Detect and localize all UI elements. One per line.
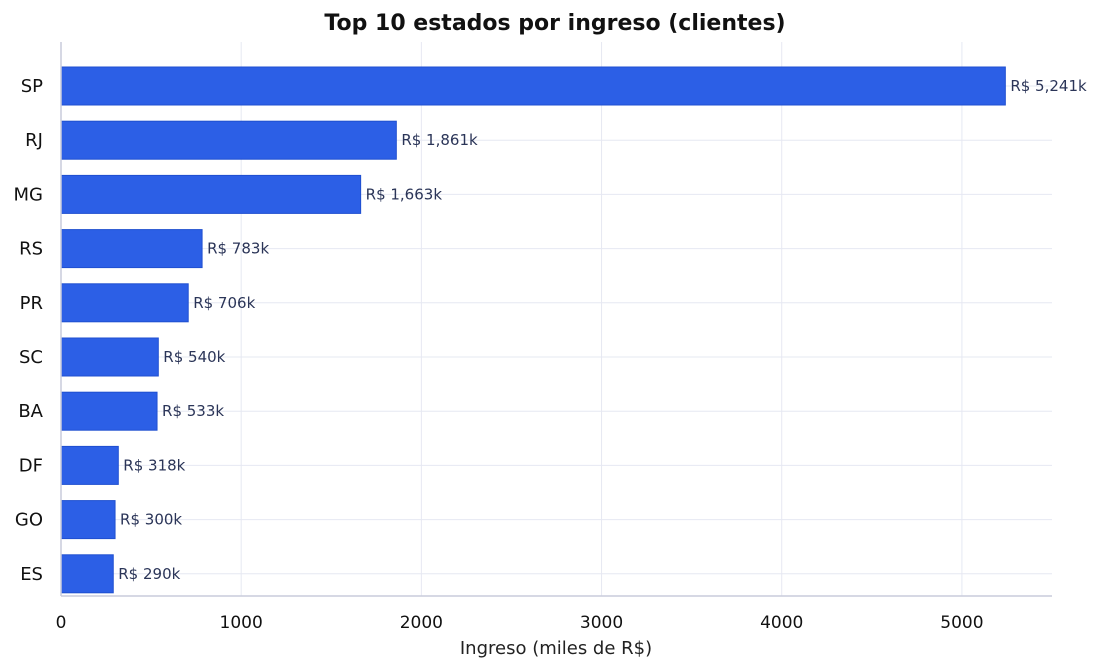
chart-title: Top 10 estados por ingreso (clientes) bbox=[324, 11, 785, 36]
x-tick-label: 5000 bbox=[940, 613, 983, 633]
bar-rs bbox=[60, 229, 203, 269]
data-label: R$ 533k bbox=[162, 402, 224, 420]
data-label: R$ 290k bbox=[118, 565, 180, 583]
bar-layer: R$ 5,241k R$ 1,861k R$ 1,663k R$ 783k R$ 706… bbox=[60, 66, 1087, 594]
bar-ba bbox=[60, 391, 158, 431]
bar-es bbox=[60, 554, 114, 594]
data-label: R$ 540k bbox=[163, 348, 225, 366]
bar-sp bbox=[60, 66, 1006, 106]
bar-go bbox=[60, 500, 116, 540]
y-tick-label: BA bbox=[18, 401, 43, 422]
y-tick-label: SC bbox=[19, 347, 43, 368]
y-tick-label: MG bbox=[14, 184, 43, 205]
bar-rj bbox=[60, 120, 397, 160]
bar-df bbox=[60, 445, 119, 485]
x-axis-label: Ingreso (miles de R$) bbox=[460, 638, 652, 659]
bar-mg bbox=[60, 174, 362, 214]
y-tick-label: GO bbox=[15, 510, 43, 531]
y-tick-label: ES bbox=[20, 564, 43, 585]
y-tick-label: PR bbox=[20, 293, 43, 314]
data-label: R$ 783k bbox=[207, 240, 269, 258]
data-label: R$ 300k bbox=[120, 511, 182, 529]
y-tick-label: SP bbox=[21, 76, 43, 97]
y-tick-label: RS bbox=[19, 239, 43, 260]
x-tick-label: 4000 bbox=[760, 613, 803, 633]
x-tick-label: 3000 bbox=[580, 613, 623, 633]
data-label: R$ 1,663k bbox=[366, 185, 443, 203]
bar-sc bbox=[60, 337, 159, 377]
bar-pr bbox=[60, 283, 189, 323]
data-label: R$ 318k bbox=[123, 456, 185, 474]
x-tick-label: 1000 bbox=[220, 613, 263, 633]
data-label: R$ 706k bbox=[193, 294, 255, 312]
x-tick-label: 2000 bbox=[400, 613, 443, 633]
data-label: R$ 1,861k bbox=[401, 131, 478, 149]
y-tick-label: DF bbox=[19, 455, 43, 476]
x-tick-label: 0 bbox=[56, 613, 67, 633]
axis-layer: 0 1000 2000 3000 4000 5000 SP RJ MG RS PR SC BA DF GO E… bbox=[14, 42, 1052, 633]
data-label: R$ 5,241k bbox=[1010, 77, 1087, 95]
y-tick-label: RJ bbox=[25, 130, 43, 151]
